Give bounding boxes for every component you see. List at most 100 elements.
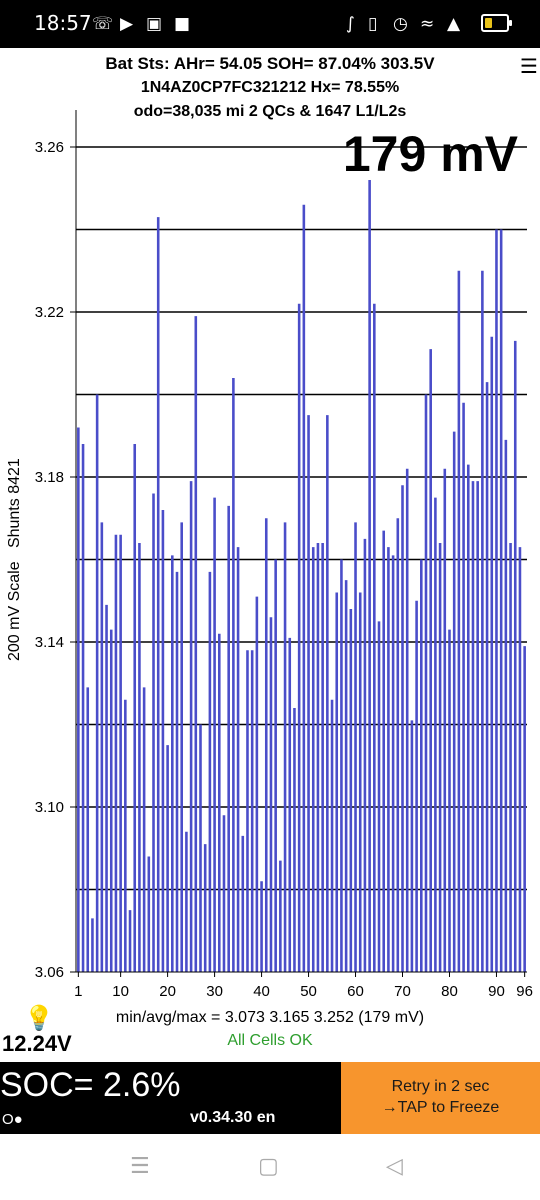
cell-bar <box>340 559 343 972</box>
cell-bar <box>321 543 324 972</box>
cell-bar <box>354 522 357 972</box>
cell-bar <box>373 303 376 972</box>
soc-display: SOC= 2.6% <box>0 1066 181 1104</box>
lightbulb-icon[interactable]: 💡 <box>24 1005 54 1032</box>
cell-bar <box>208 571 212 972</box>
cell-bar <box>462 402 465 972</box>
cell-bar <box>499 229 503 972</box>
cell-bar <box>387 547 390 972</box>
y-tick-label: 3.26 <box>35 139 64 156</box>
cell-bar <box>166 745 169 972</box>
cell-bar <box>429 349 432 972</box>
y-tick-label: 3.06 <box>35 964 64 981</box>
cell-bar <box>264 518 268 972</box>
cell-bar <box>434 497 437 972</box>
x-tick-label: 60 <box>347 983 364 1000</box>
battery-status-line: Bat Sts: AHr= 54.05 SOH= 87.04% 303.5V <box>105 54 435 73</box>
vin-line: 1N4AZ0CP7FC321212 Hx= 78.55% <box>140 79 400 96</box>
cell-bar <box>114 534 118 972</box>
retry-label: Retry in 2 sec <box>391 1078 490 1095</box>
cell-bar <box>438 543 442 972</box>
cell-bar <box>283 522 287 972</box>
cell-bar <box>415 600 418 972</box>
cell-bar <box>448 629 451 972</box>
cell-bar <box>147 856 151 972</box>
cell-bar <box>302 204 306 972</box>
spread-display: 179 mV <box>342 126 518 182</box>
cell-bar <box>91 918 94 972</box>
cell-bar <box>227 505 230 972</box>
cell-bar <box>349 609 353 972</box>
x-tick-label: 10 <box>112 983 129 1000</box>
cell-bar <box>133 444 137 972</box>
cell-bar <box>495 229 498 972</box>
freeze-label: →TAP to Freeze <box>381 1099 500 1116</box>
status-time: 18:57 <box>34 11 92 35</box>
cell-bar <box>81 444 85 972</box>
recents-icon[interactable]: ☰ <box>130 1154 150 1179</box>
notification-square-icon: ■ <box>174 14 191 34</box>
cell-bar <box>335 592 339 972</box>
cell-bar <box>490 336 494 972</box>
cell-bar <box>199 724 202 972</box>
cell-bar <box>466 464 470 972</box>
cell-bar <box>260 881 263 972</box>
retry-freeze-button[interactable]: Retry in 2 sec →TAP to Freeze <box>341 1062 540 1134</box>
cell-bar <box>274 559 277 972</box>
cell-bar <box>377 621 381 972</box>
wifi-icon: ≈ <box>420 14 435 34</box>
aux-voltage: 12.24V <box>2 1031 72 1056</box>
cell-bar <box>269 617 273 972</box>
cell-bar <box>457 270 461 972</box>
cell-bar <box>401 485 404 972</box>
cell-bar <box>382 530 386 972</box>
cell-bar <box>396 518 400 972</box>
cell-bar <box>326 415 329 972</box>
cell-bar <box>424 394 428 972</box>
cells-status: All Cells OK <box>227 1032 313 1049</box>
x-tick-label: 96 <box>516 983 533 1000</box>
cell-bar <box>311 547 315 972</box>
cell-bar <box>279 860 282 972</box>
youtube-icon: ▶ <box>120 14 134 34</box>
x-tick-label: 90 <box>488 983 505 1000</box>
cell-bar <box>405 468 409 972</box>
cell-bar <box>410 720 414 972</box>
cell-bar <box>485 382 489 972</box>
alarm-icon: ◷ <box>393 14 408 34</box>
cell-bar <box>124 699 127 972</box>
cell-bar <box>203 844 207 972</box>
cell-bar <box>288 637 292 972</box>
cell-bar <box>297 303 301 972</box>
back-icon[interactable]: ◁ <box>386 1154 403 1179</box>
cell-bar <box>255 596 259 972</box>
cell-bar <box>180 522 183 972</box>
x-tick-label: 50 <box>300 983 317 1000</box>
cell-bar <box>161 510 165 972</box>
whatsapp-icon: ☏ <box>92 14 114 34</box>
menu-icon[interactable]: ☰ <box>520 54 538 78</box>
cell-bar <box>222 815 226 972</box>
home-icon[interactable]: ▢ <box>258 1154 279 1179</box>
version-label: v0.34.30 en <box>190 1109 276 1126</box>
cell-bar <box>152 493 155 972</box>
cell-voltage-chart[interactable]: 3.06 3.10 3.14 3.18 3.22 3.26 1 10 20 30 40 50 60 70 8… <box>0 110 540 1005</box>
cell-bar <box>246 650 249 972</box>
stats-line: min/avg/max = 3.073 3.165 3.252 (179 mV) <box>115 1009 425 1026</box>
cell-bar <box>100 522 104 972</box>
cell-bar <box>509 543 512 972</box>
status-bar: 18:57 ☏ ▶ ▣ ■ ∫ ▯ ◷ ≈ ▲ <box>0 0 540 48</box>
x-tick-label: 40 <box>253 983 270 1000</box>
cell-bar <box>236 547 240 972</box>
navigation-bar <box>0 1134 540 1200</box>
cell-bar <box>344 580 348 972</box>
x-tick-label: 1 <box>74 983 82 1000</box>
cell-bar <box>175 571 179 972</box>
cell-bar <box>358 592 362 972</box>
gallery-icon: ▣ <box>146 14 163 34</box>
cell-bar <box>504 439 508 972</box>
4g-signal-icon: ▲ <box>447 14 461 34</box>
cell-bar <box>307 415 310 972</box>
cell-bar <box>481 270 484 972</box>
cell-bar <box>142 687 146 972</box>
